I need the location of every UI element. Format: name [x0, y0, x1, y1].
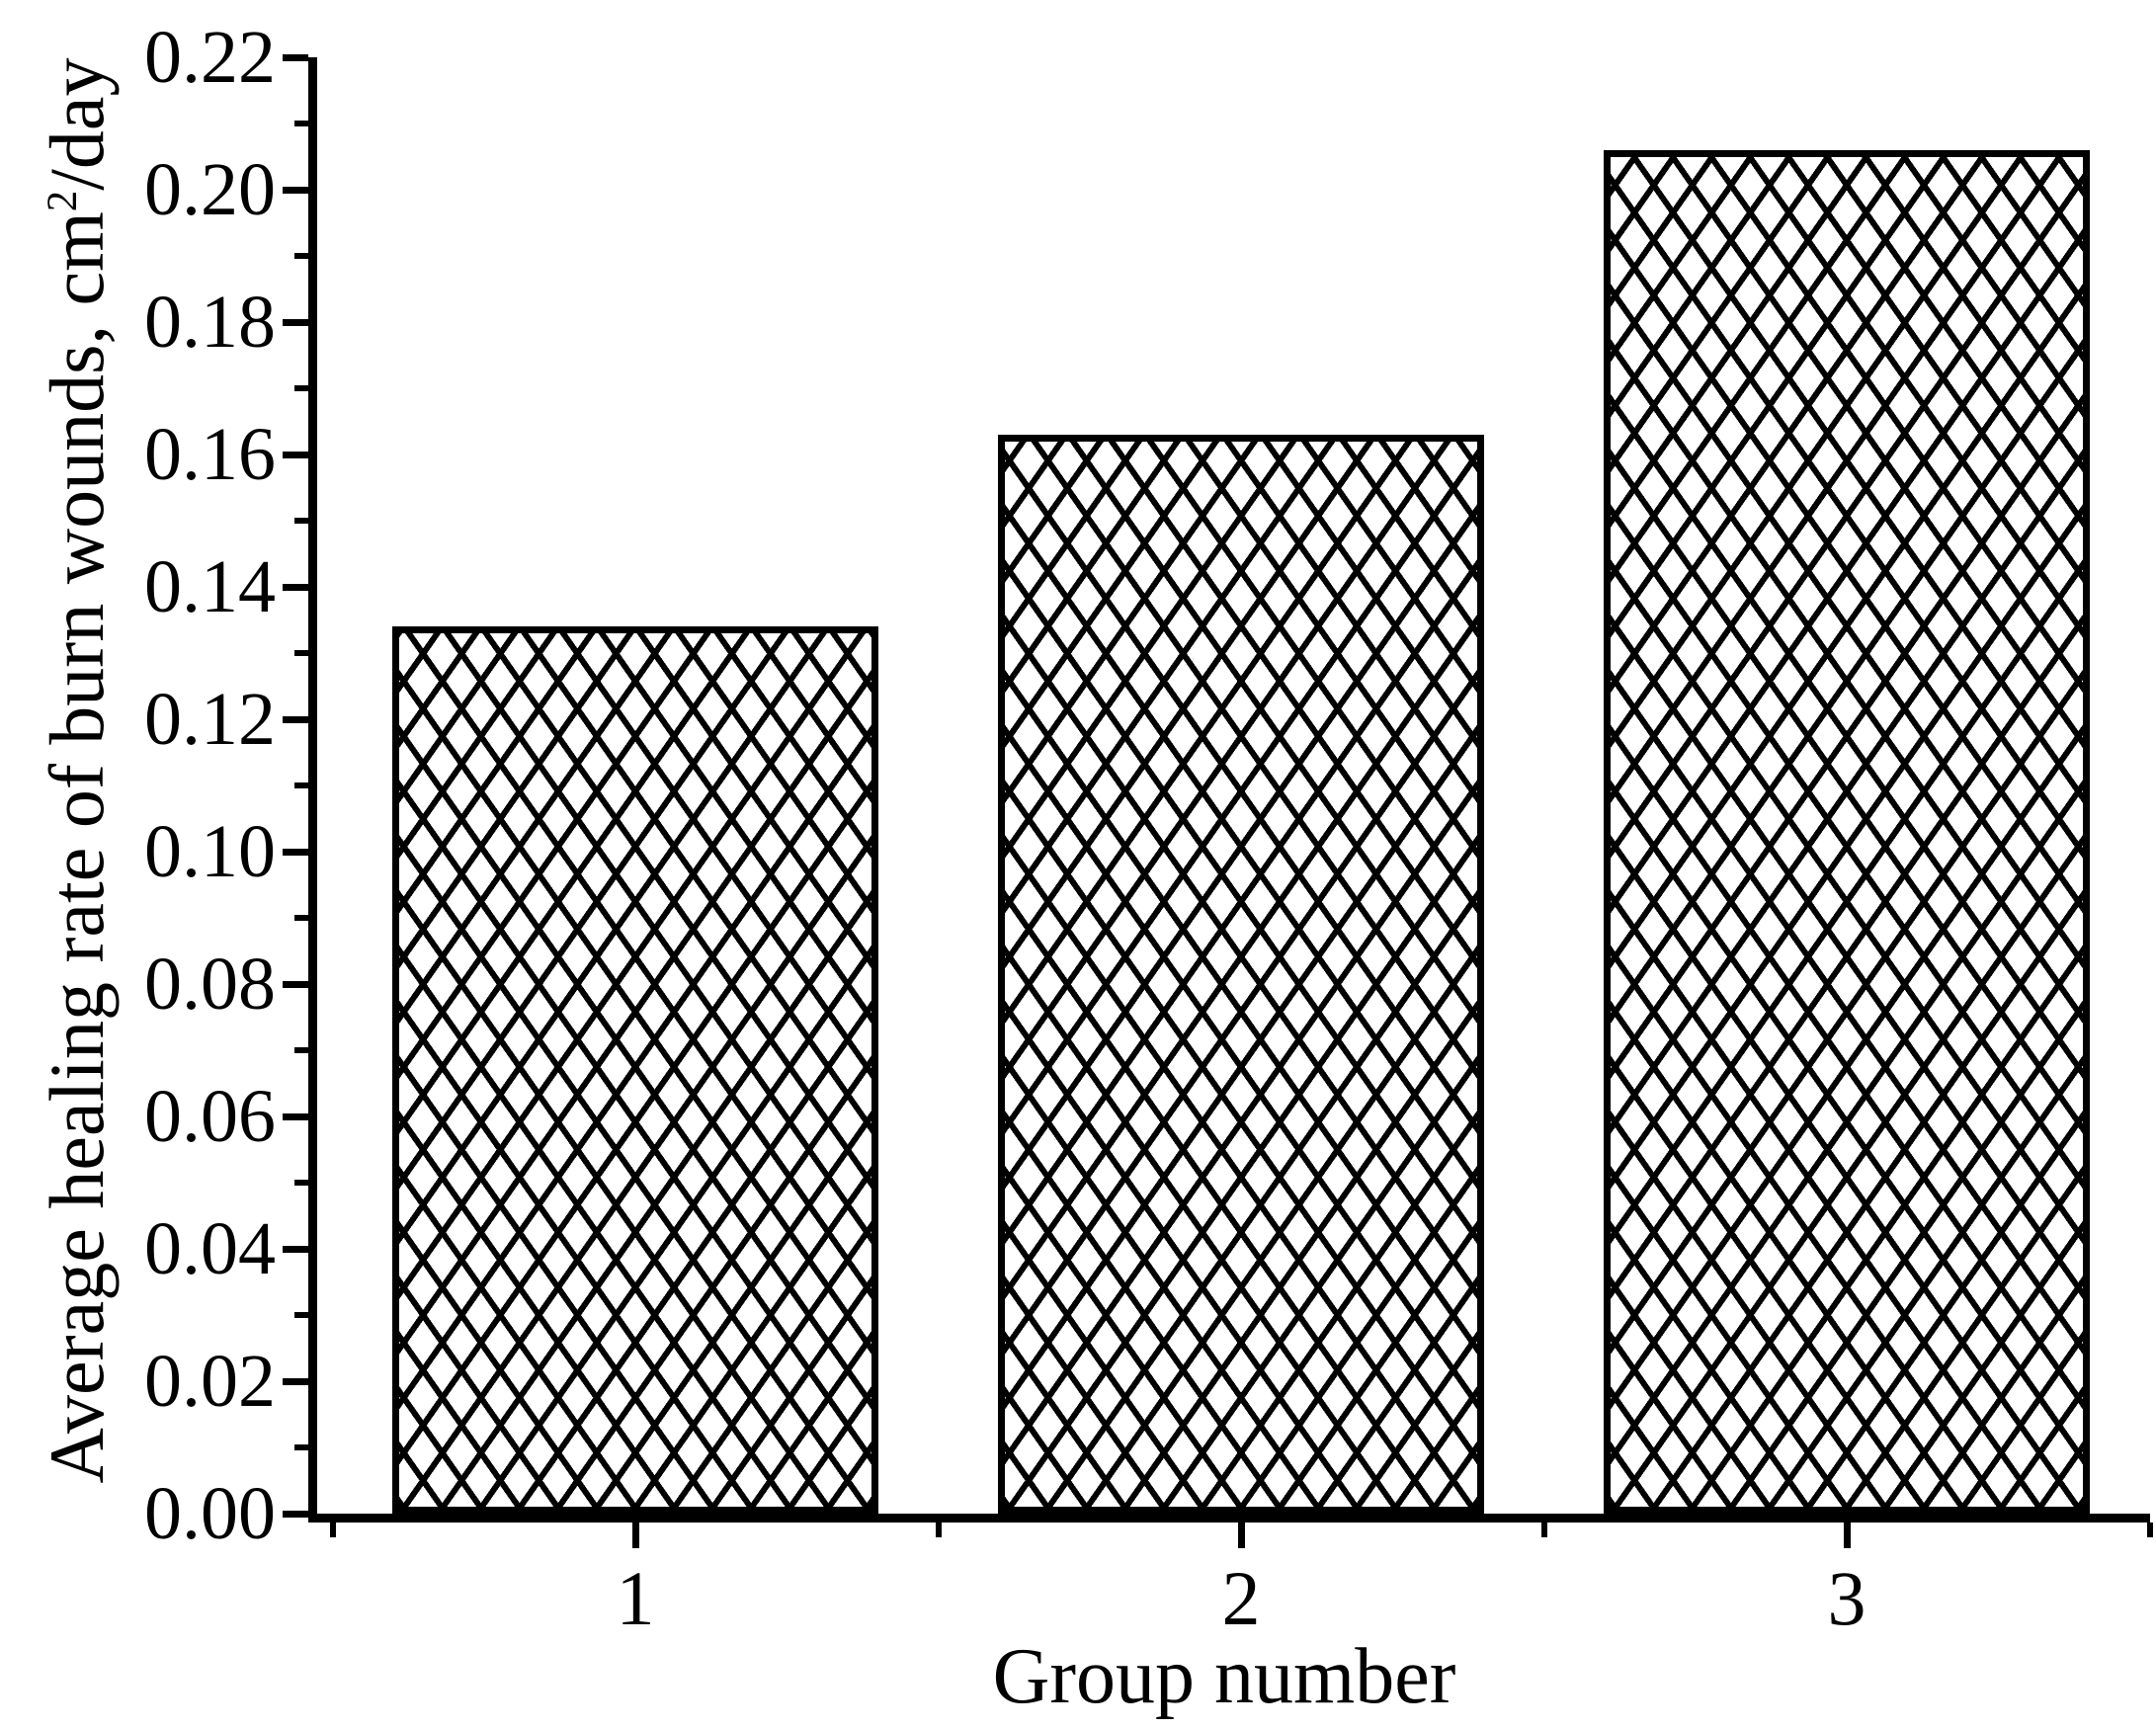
- bar-group-1: [392, 626, 878, 1514]
- y-axis-minor-tick: [294, 253, 308, 259]
- y-tick-label: 0.10: [144, 810, 276, 893]
- x-axis-minor-tick: [329, 1523, 336, 1537]
- y-axis-tick: [283, 1510, 308, 1518]
- y-axis-minor-tick: [294, 1444, 308, 1450]
- y-axis-minor-tick: [294, 1180, 308, 1186]
- y-axis-tick: [283, 980, 308, 988]
- y-axis-minor-tick: [294, 1312, 308, 1318]
- y-axis-tick: [283, 186, 308, 194]
- y-axis-minor-tick: [294, 385, 308, 391]
- y-tick-label: 0.00: [144, 1472, 276, 1555]
- y-axis-tick: [283, 715, 308, 723]
- y-axis-tick: [283, 848, 308, 856]
- x-axis-tick: [631, 1523, 639, 1548]
- x-tick-label: 2: [1221, 1555, 1261, 1641]
- y-axis-minor-tick: [294, 782, 308, 788]
- y-tick-label: 0.16: [144, 413, 276, 496]
- y-tick-label: 0.08: [144, 943, 276, 1026]
- x-tick-label: 1: [616, 1555, 655, 1641]
- bar-group-3: [1604, 150, 2090, 1514]
- y-tick-label: 0.18: [144, 281, 276, 364]
- y-axis-tick: [283, 53, 308, 61]
- y-axis-minor-tick: [294, 518, 308, 524]
- y-tick-label: 0.22: [144, 16, 276, 99]
- y-axis-tick: [283, 583, 308, 591]
- y-tick-label: 0.06: [144, 1075, 276, 1158]
- bar-group-2: [998, 435, 1484, 1514]
- y-axis-tick: [283, 318, 308, 326]
- y-axis-minor-tick: [294, 650, 308, 656]
- y-axis-tick: [283, 1377, 308, 1385]
- y-tick-label: 0.20: [144, 148, 276, 231]
- y-axis-tick: [283, 451, 308, 458]
- y-tick-label: 0.12: [144, 678, 276, 761]
- x-axis-tick: [1843, 1523, 1851, 1548]
- y-axis-minor-tick: [294, 1047, 308, 1053]
- plot-area: 0.00 0.02 0.04 0.06 0.08 0.10 0.12 0.14 0.16 0.18…: [144, 16, 2153, 1640]
- x-axis-minor-tick: [2146, 1523, 2153, 1537]
- x-axis-title: Group number: [992, 1633, 1456, 1720]
- x-axis-minor-tick: [1540, 1523, 1547, 1537]
- x-axis-tick: [1237, 1523, 1245, 1548]
- y-axis-tick: [283, 1112, 308, 1120]
- y-axis-tick: [283, 1245, 308, 1253]
- x-axis-minor-tick: [935, 1523, 942, 1537]
- x-tick-label: 3: [1827, 1555, 1866, 1641]
- y-axis-minor-tick: [294, 915, 308, 921]
- y-tick-label: 0.04: [144, 1207, 276, 1290]
- y-tick-label: 0.02: [144, 1340, 276, 1423]
- y-tick-label: 0.14: [144, 545, 276, 628]
- y-axis-minor-tick: [294, 121, 308, 126]
